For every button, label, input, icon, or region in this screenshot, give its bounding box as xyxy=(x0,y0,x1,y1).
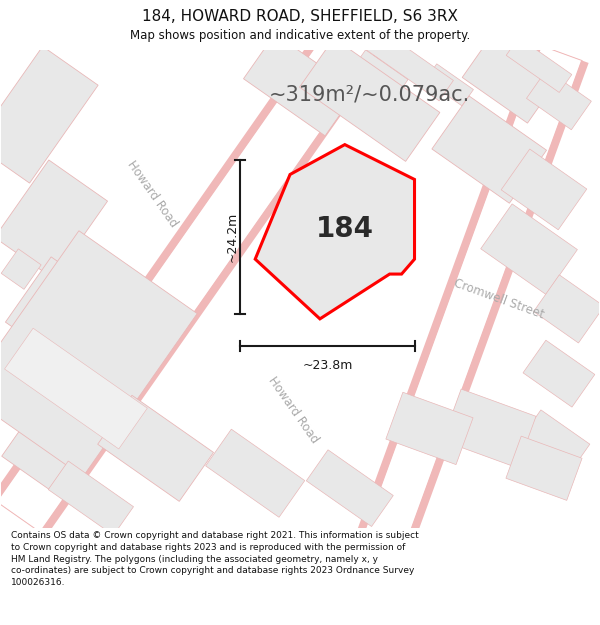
Text: 184, HOWARD ROAD, SHEFFIELD, S6 3RX: 184, HOWARD ROAD, SHEFFIELD, S6 3RX xyxy=(142,9,458,24)
Bar xyxy=(48,461,134,535)
Bar xyxy=(481,204,577,294)
Bar xyxy=(533,275,600,343)
Bar xyxy=(307,450,393,526)
Text: Howard Road: Howard Road xyxy=(265,375,321,446)
Polygon shape xyxy=(255,144,415,319)
Bar xyxy=(206,429,305,518)
Bar xyxy=(523,340,595,407)
Text: ~23.8m: ~23.8m xyxy=(302,359,353,372)
Bar xyxy=(330,43,589,624)
Bar xyxy=(0,160,107,279)
Bar xyxy=(1,249,41,289)
Text: Cromwell Street: Cromwell Street xyxy=(452,277,546,321)
Bar xyxy=(425,64,473,106)
Bar xyxy=(518,410,590,477)
Bar xyxy=(0,0,394,532)
Bar xyxy=(352,50,408,100)
Bar xyxy=(2,411,80,489)
Bar xyxy=(386,392,473,464)
Bar xyxy=(338,46,581,622)
Text: Map shows position and indicative extent of the property.: Map shows position and indicative extent… xyxy=(130,29,470,42)
Text: ~24.2m: ~24.2m xyxy=(226,212,239,262)
Bar xyxy=(365,29,454,101)
Bar xyxy=(506,38,572,92)
Bar xyxy=(526,70,592,130)
Bar xyxy=(432,96,547,203)
Bar xyxy=(244,34,356,136)
Bar xyxy=(5,328,148,449)
Bar xyxy=(506,436,582,501)
Bar xyxy=(462,37,556,123)
Text: Howard Road: Howard Road xyxy=(125,159,181,230)
Text: ~319m²/~0.079ac.: ~319m²/~0.079ac. xyxy=(269,85,470,105)
Bar xyxy=(442,389,536,468)
Text: Contains OS data © Crown copyright and database right 2021. This information is : Contains OS data © Crown copyright and d… xyxy=(11,531,419,587)
Bar xyxy=(0,0,395,532)
Bar xyxy=(98,395,214,501)
Bar xyxy=(299,38,440,161)
Bar xyxy=(0,46,98,183)
Bar xyxy=(4,335,94,426)
Bar xyxy=(0,231,197,477)
Bar xyxy=(337,46,582,622)
Text: 184: 184 xyxy=(316,215,374,243)
Bar xyxy=(501,149,587,230)
Bar xyxy=(5,257,107,361)
Polygon shape xyxy=(290,169,395,289)
Bar xyxy=(0,0,400,536)
